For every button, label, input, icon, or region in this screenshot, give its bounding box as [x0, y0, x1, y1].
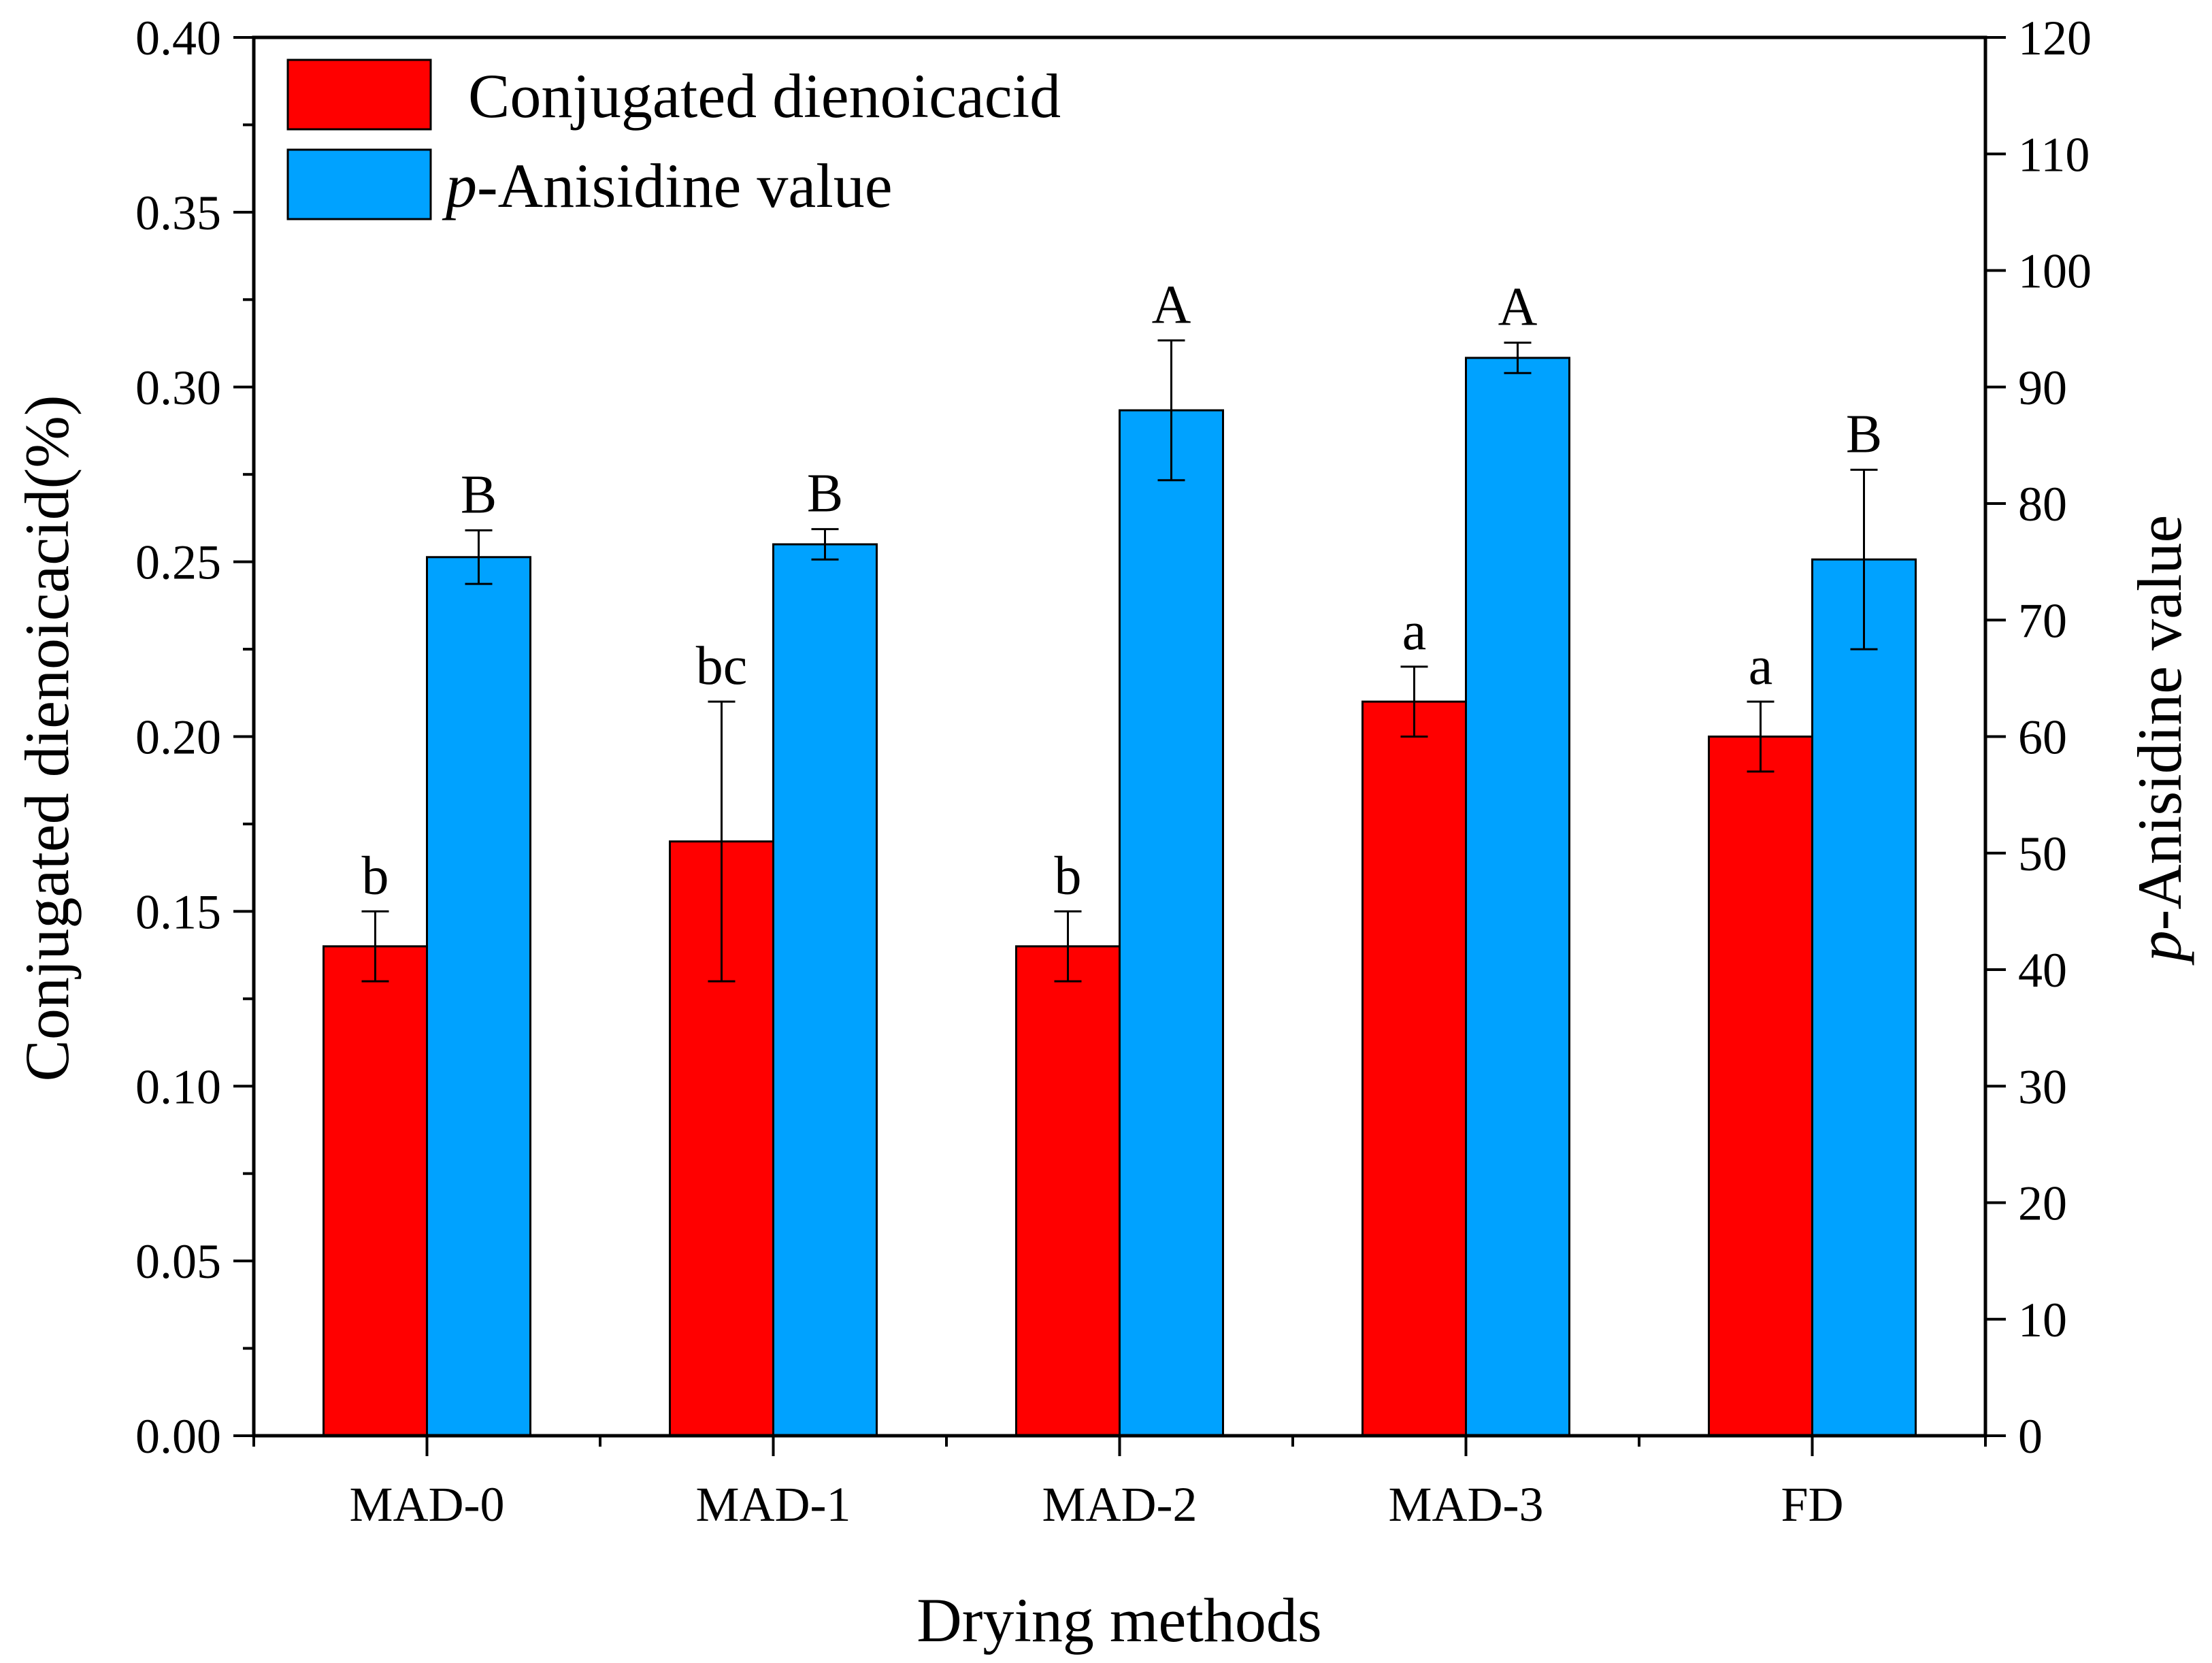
sig-label-p-anisidine-mad-2: A	[1152, 275, 1191, 335]
legend-swatch-p-anisidine-value	[286, 148, 432, 220]
right-tick-label: 80	[2018, 477, 2067, 531]
bars-layer	[323, 357, 1917, 1437]
bar-p-anisidine-mad-3	[1465, 357, 1570, 1437]
x-axis-ticks: MAD-0 MAD-1 MAD-2 MAD-3 FD	[252, 1436, 1987, 1532]
sig-label-conjugated-dienoicacid-mad-3: a	[1402, 602, 1427, 661]
significance-labels-layer: b Bbc Bb Aa Aa B	[362, 275, 1883, 906]
right-tick-label: 0	[2018, 1409, 2043, 1464]
right-tick-label: 90	[2018, 361, 2067, 415]
right-tick-label: 50	[2018, 827, 2067, 881]
right-tick-label: 20	[2018, 1176, 2067, 1231]
right-tick-label: 40	[2018, 943, 2067, 998]
x-axis-title: Drying methods	[917, 1585, 1321, 1655]
bar-conjugated-dienoicacid-mad-0	[323, 945, 428, 1437]
sig-label-p-anisidine-mad-0: B	[461, 465, 497, 525]
left-tick-label: 0.15	[135, 885, 221, 939]
x-tick-label-mad-1: MAD-1	[696, 1477, 851, 1532]
bar-p-anisidine-mad-0	[426, 556, 531, 1437]
left-tick-label: 0.40	[135, 11, 221, 65]
right-axis-ticks: 0 10 20 30 40 50 60 70 80 90 100 110 120	[1985, 11, 2092, 1464]
y-axis-right-title-rest: -Anisidine value	[2125, 515, 2194, 931]
left-tick-label: 0.25	[135, 536, 221, 590]
bar-p-anisidine-fd	[1811, 558, 1917, 1437]
error-bars-layer	[361, 339, 1878, 983]
bar-conjugated-dienoicacid-mad-3	[1361, 700, 1467, 1437]
left-tick-label: 0.30	[135, 361, 221, 415]
legend: Conjugated dienoicacid p-Anisidine value	[286, 59, 1061, 220]
left-axis-ticks: 0.00 0.05 0.10 0.15 0.20 0.25 0.30 0.35 0.40	[135, 11, 254, 1464]
right-tick-label: 120	[2018, 11, 2092, 65]
right-tick-label: 100	[2018, 244, 2092, 299]
right-tick-label: 60	[2018, 710, 2067, 765]
sig-label-p-anisidine-mad-1: B	[807, 464, 843, 524]
left-tick-label: 0.35	[135, 186, 221, 240]
bar-p-anisidine-mad-2	[1119, 409, 1224, 1437]
sig-label-conjugated-dienoicacid-mad-0: b	[362, 846, 389, 906]
y-axis-right-title: p-Anisidine value	[2125, 515, 2194, 966]
sig-label-conjugated-dienoicacid-fd: a	[1749, 636, 1773, 696]
right-tick-label: 110	[2018, 127, 2090, 182]
x-tick-label-mad-0: MAD-0	[350, 1477, 505, 1532]
y-axis-right-title-italic: p	[2125, 930, 2194, 966]
right-tick-label: 30	[2018, 1059, 2067, 1114]
right-tick-label: 10	[2018, 1293, 2067, 1347]
bar-p-anisidine-mad-1	[772, 543, 878, 1437]
sig-label-conjugated-dienoicacid-mad-2: b	[1055, 846, 1082, 906]
bar-conjugated-dienoicacid-fd	[1708, 736, 1813, 1437]
sig-label-p-anisidine-fd: B	[1846, 404, 1882, 464]
x-tick-label-mad-3: MAD-3	[1389, 1477, 1544, 1532]
bar-conjugated-dienoicacid-mad-2	[1015, 945, 1121, 1437]
legend-label-conjugated-dienoicacid: Conjugated dienoicacid	[468, 61, 1061, 131]
sig-label-p-anisidine-mad-3: A	[1498, 278, 1538, 337]
x-tick-label-fd: FD	[1781, 1477, 1843, 1532]
y-axis-left-title: Conjugated dienoicacid(%)	[12, 395, 82, 1081]
left-tick-label: 0.20	[135, 710, 221, 765]
sig-label-conjugated-dienoicacid-mad-1: bc	[696, 636, 748, 696]
left-tick-label: 0.10	[135, 1059, 221, 1114]
legend-label-p-rest: -Anisidine value	[477, 151, 893, 220]
left-tick-label: 0.05	[135, 1234, 221, 1289]
legend-swatch-conjugated-dienoicacid	[286, 59, 432, 131]
legend-label-p-anisidine-value: p-Anisidine value	[442, 151, 893, 220]
x-tick-label-mad-2: MAD-2	[1042, 1477, 1198, 1532]
right-tick-label: 70	[2018, 593, 2067, 648]
left-tick-label: 0.00	[135, 1409, 221, 1464]
legend-label-p-italic: p	[442, 151, 477, 220]
